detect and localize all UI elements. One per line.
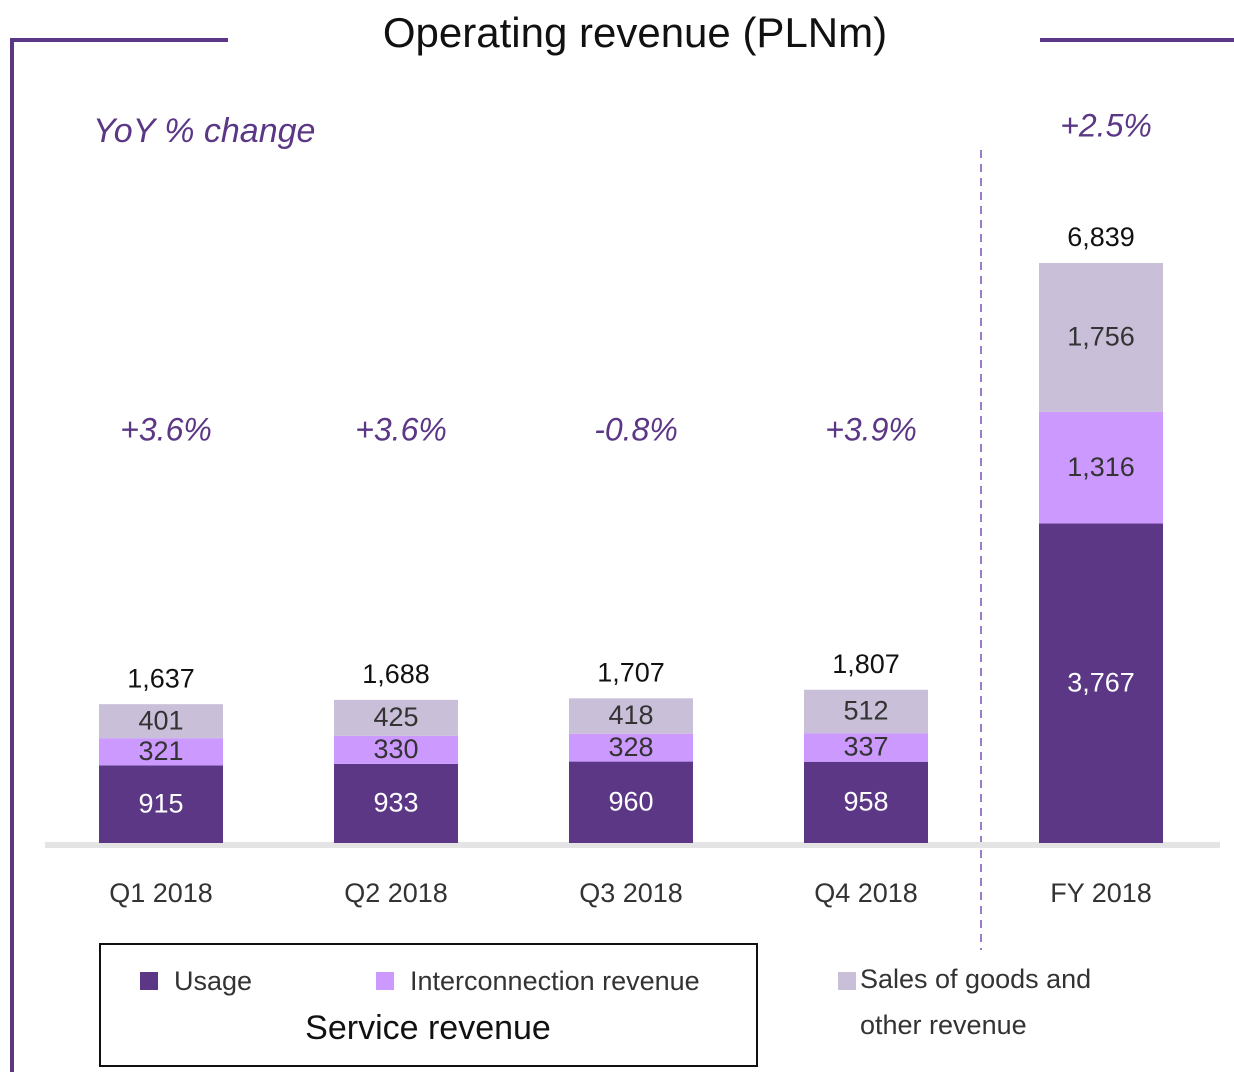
value-label: 960 (608, 786, 653, 816)
bar-segment (334, 763, 458, 843)
total-label: 1,637 (127, 663, 195, 693)
x-tick-label: Q3 2018 (579, 878, 683, 908)
legend-label-box: Sales of goods and other revenue (860, 964, 1092, 1040)
value-label: 330 (373, 734, 418, 764)
legend-label: Interconnection revenue (410, 966, 700, 996)
legend-label: Sales of goods and other revenue (860, 964, 1092, 1040)
value-label: 337 (843, 732, 888, 762)
value-label: 1,756 (1067, 322, 1135, 352)
bar-segment (334, 699, 458, 736)
total-label: 1,807 (832, 649, 900, 679)
bar-segment (1039, 411, 1163, 524)
yoy-change: +3.6% (120, 411, 212, 447)
value-label: 321 (138, 736, 183, 766)
value-label: 328 (608, 732, 653, 762)
total-label: 6,839 (1067, 222, 1135, 252)
legend-box (99, 943, 758, 1067)
yoy-change: +3.6% (355, 411, 447, 447)
value-label: 401 (138, 705, 183, 735)
yoy-change: -0.8% (594, 411, 678, 447)
bar-segment (804, 761, 928, 843)
bar-segment (99, 765, 223, 843)
bar-segment (334, 735, 458, 764)
x-tick-label: Q4 2018 (814, 878, 918, 908)
bar-segment (804, 733, 928, 762)
value-label: 1,316 (1067, 452, 1135, 482)
legend-label: Usage (174, 966, 252, 996)
x-tick-label: Q1 2018 (109, 878, 213, 908)
yoy-label: YoY % change (93, 112, 315, 150)
chart-title: Operating revenue (PLNm) (383, 9, 887, 56)
value-label: 933 (373, 788, 418, 818)
total-label: 1,707 (597, 657, 665, 687)
value-label: 958 (843, 787, 888, 817)
bar-segment (569, 698, 693, 734)
bar-segment (99, 738, 223, 766)
legend-swatch (140, 972, 158, 990)
value-label: 3,767 (1067, 667, 1135, 697)
x-tick-label: FY 2018 (1050, 878, 1152, 908)
total-label: 1,688 (362, 659, 430, 689)
yoy-change: +2.5% (1060, 107, 1152, 143)
value-label: 418 (608, 700, 653, 730)
legend-swatch (376, 972, 394, 990)
group-label: Service revenue (305, 1009, 551, 1047)
bar-segment (1039, 523, 1163, 843)
bar-segment (99, 704, 223, 739)
bar-segment (569, 761, 693, 843)
value-label: 512 (843, 696, 888, 726)
bar-segment (1039, 263, 1163, 412)
bar-segment (569, 733, 693, 762)
yoy-change: +3.9% (825, 411, 917, 447)
value-label: 915 (138, 788, 183, 818)
x-tick-label: Q2 2018 (344, 878, 448, 908)
value-label: 425 (373, 702, 418, 732)
bar-segment (804, 689, 928, 734)
legend-swatch (838, 972, 856, 990)
